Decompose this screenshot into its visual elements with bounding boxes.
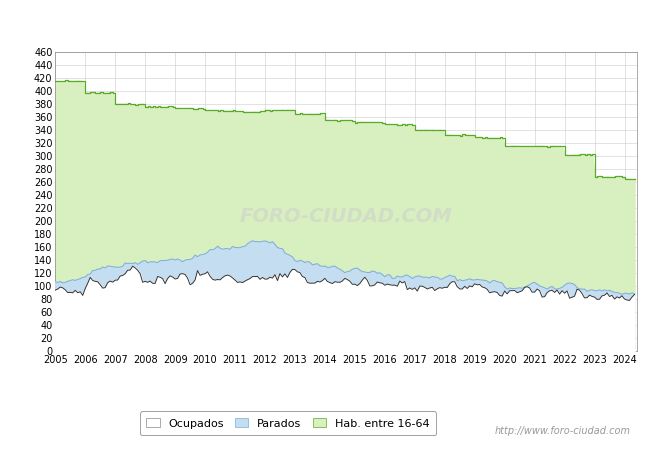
Text: FORO-CIUDAD.COM: FORO-CIUDAD.COM [240,207,452,226]
Text: Luyego - Evolucion de la poblacion en edad de Trabajar Mayo de 2024: Luyego - Evolucion de la poblacion en ed… [63,17,587,30]
Text: http://www.foro-ciudad.com: http://www.foro-ciudad.com [495,427,630,436]
Legend: Ocupados, Parados, Hab. entre 16-64: Ocupados, Parados, Hab. entre 16-64 [140,411,436,435]
